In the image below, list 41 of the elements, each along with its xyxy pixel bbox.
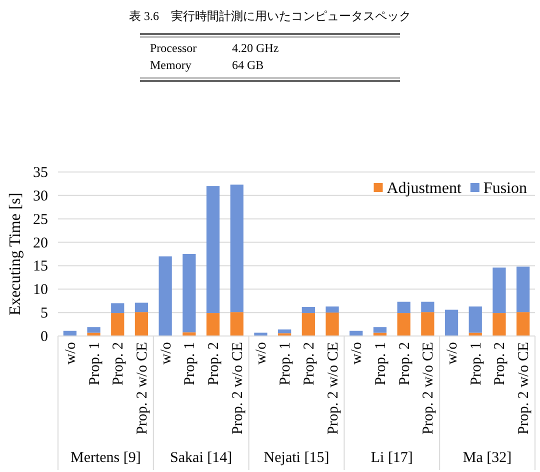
y-tick-label: 35 [33, 165, 48, 181]
x-tick-label: Prop. 2 [301, 342, 318, 386]
y-tick-label: 20 [33, 235, 48, 252]
text: Processor [150, 41, 197, 55]
x-tick-label: Prop. 1 [86, 342, 103, 386]
x-tick-label: w/o [349, 342, 366, 364]
text: Ma [32] [462, 450, 512, 466]
x-tick-label: Prop. 2 [492, 342, 508, 386]
x-tick-label: Prop. 1 [182, 342, 198, 386]
text: 表 3.6 実行時間計測に用いたコンピュータスペック [129, 9, 411, 23]
y-tick-label: 25 [33, 212, 48, 228]
y-tick-label: 30 [33, 188, 48, 204]
y-tick-label: 15 [33, 258, 48, 275]
y-tick-label: 10 [33, 282, 48, 298]
x-tick-label: Prop. 1 [372, 342, 389, 386]
text: 4.20 GHz [232, 41, 279, 55]
text: 64 GB [232, 58, 264, 72]
x-tick-label: w/o [444, 342, 461, 364]
x-tick-label: Prop. 2 [396, 342, 413, 386]
x-tick-label: Prop. 2 w/o CE [230, 342, 246, 435]
x-tick-label: Prop. 2 w/o CE [325, 342, 342, 435]
x-tick-label: Prop. 2 w/o CE [420, 342, 437, 435]
x-tick-label: Prop. 1 [278, 342, 294, 386]
text: Nejati [15] [264, 450, 330, 466]
y-axis-title: Executing Time [s] [7, 192, 24, 316]
text: Mertens [9] [70, 450, 141, 466]
text: Li [17] [370, 450, 413, 466]
legend-label: Fusion [483, 180, 527, 197]
x-tick-label: w/o [158, 342, 174, 364]
x-tick-label: Prop. 2 [206, 342, 222, 386]
text: Memory [150, 58, 192, 72]
y-tick-label: 5 [40, 306, 48, 322]
x-tick-label: w/o [254, 342, 270, 364]
x-tick-label: Prop. 1 [468, 342, 484, 386]
x-tick-label: Prop. 2 [110, 342, 127, 386]
x-tick-label: Prop. 2 w/o CE [134, 342, 150, 435]
y-tick-label: 0 [40, 329, 48, 345]
x-tick-label: Prop. 2 w/o CE [516, 342, 532, 435]
legend-label: Adjustment [386, 180, 462, 197]
x-tick-label: w/o [62, 342, 79, 364]
text: Sakai [14] [170, 450, 232, 466]
